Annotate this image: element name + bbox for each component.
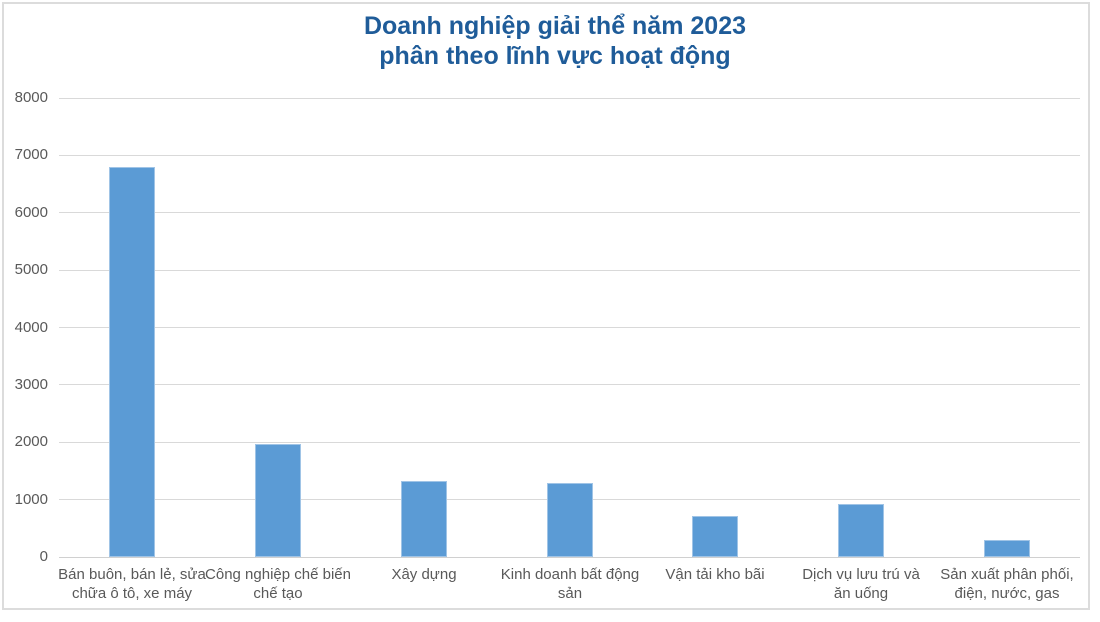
y-axis-tick-label: 3000 [14, 375, 48, 393]
y-axis-tick-label: 1000 [14, 490, 48, 508]
x-axis-category-label: Bán buôn, bán lẻ, sửa chữa ô tô, xe máy [58, 566, 206, 602]
y-axis-tick-label: 6000 [14, 203, 48, 221]
gridline [59, 97, 1080, 99]
gridline [59, 154, 1080, 156]
gridline [59, 327, 1080, 328]
x-axis-category-label: Dịch vụ lưu trú và ăn uống [802, 566, 920, 602]
gridline [59, 441, 1080, 443]
gridline [59, 269, 1080, 271]
bar-2 [255, 444, 301, 557]
x-axis-line [59, 556, 1080, 558]
y-axis-tick-label: 2000 [14, 433, 48, 451]
bar-7 [984, 540, 1030, 557]
bar-5 [692, 516, 738, 557]
bar-4 [547, 483, 593, 557]
gridline [59, 384, 1080, 386]
x-axis-category-label: Vận tải kho bãi [665, 566, 765, 583]
y-axis-tick-label: 7000 [14, 146, 48, 164]
y-axis-tick-label: 0 [39, 548, 48, 565]
x-axis-category-label: Công nghiệp chế biến chế tạo [205, 566, 351, 602]
bar-1 [109, 167, 155, 557]
x-axis-category-label: Sản xuất phân phối, điện, nước, gas [940, 566, 1074, 602]
x-axis-category-label: Xây dựng [391, 566, 457, 583]
chart-title: Doanh nghiệp giải thể năm 2023 phân theo… [363, 12, 747, 70]
y-axis-tick-label: 8000 [14, 89, 48, 106]
y-axis-tick-label: 5000 [14, 261, 48, 279]
bar-6 [838, 504, 884, 557]
y-axis-tick-label: 4000 [14, 318, 48, 336]
gridline [59, 212, 1080, 214]
x-axis-category-label: Kinh doanh bất động sản [500, 566, 640, 602]
chart-frame [2, 2, 1090, 610]
bar-3 [401, 481, 447, 557]
